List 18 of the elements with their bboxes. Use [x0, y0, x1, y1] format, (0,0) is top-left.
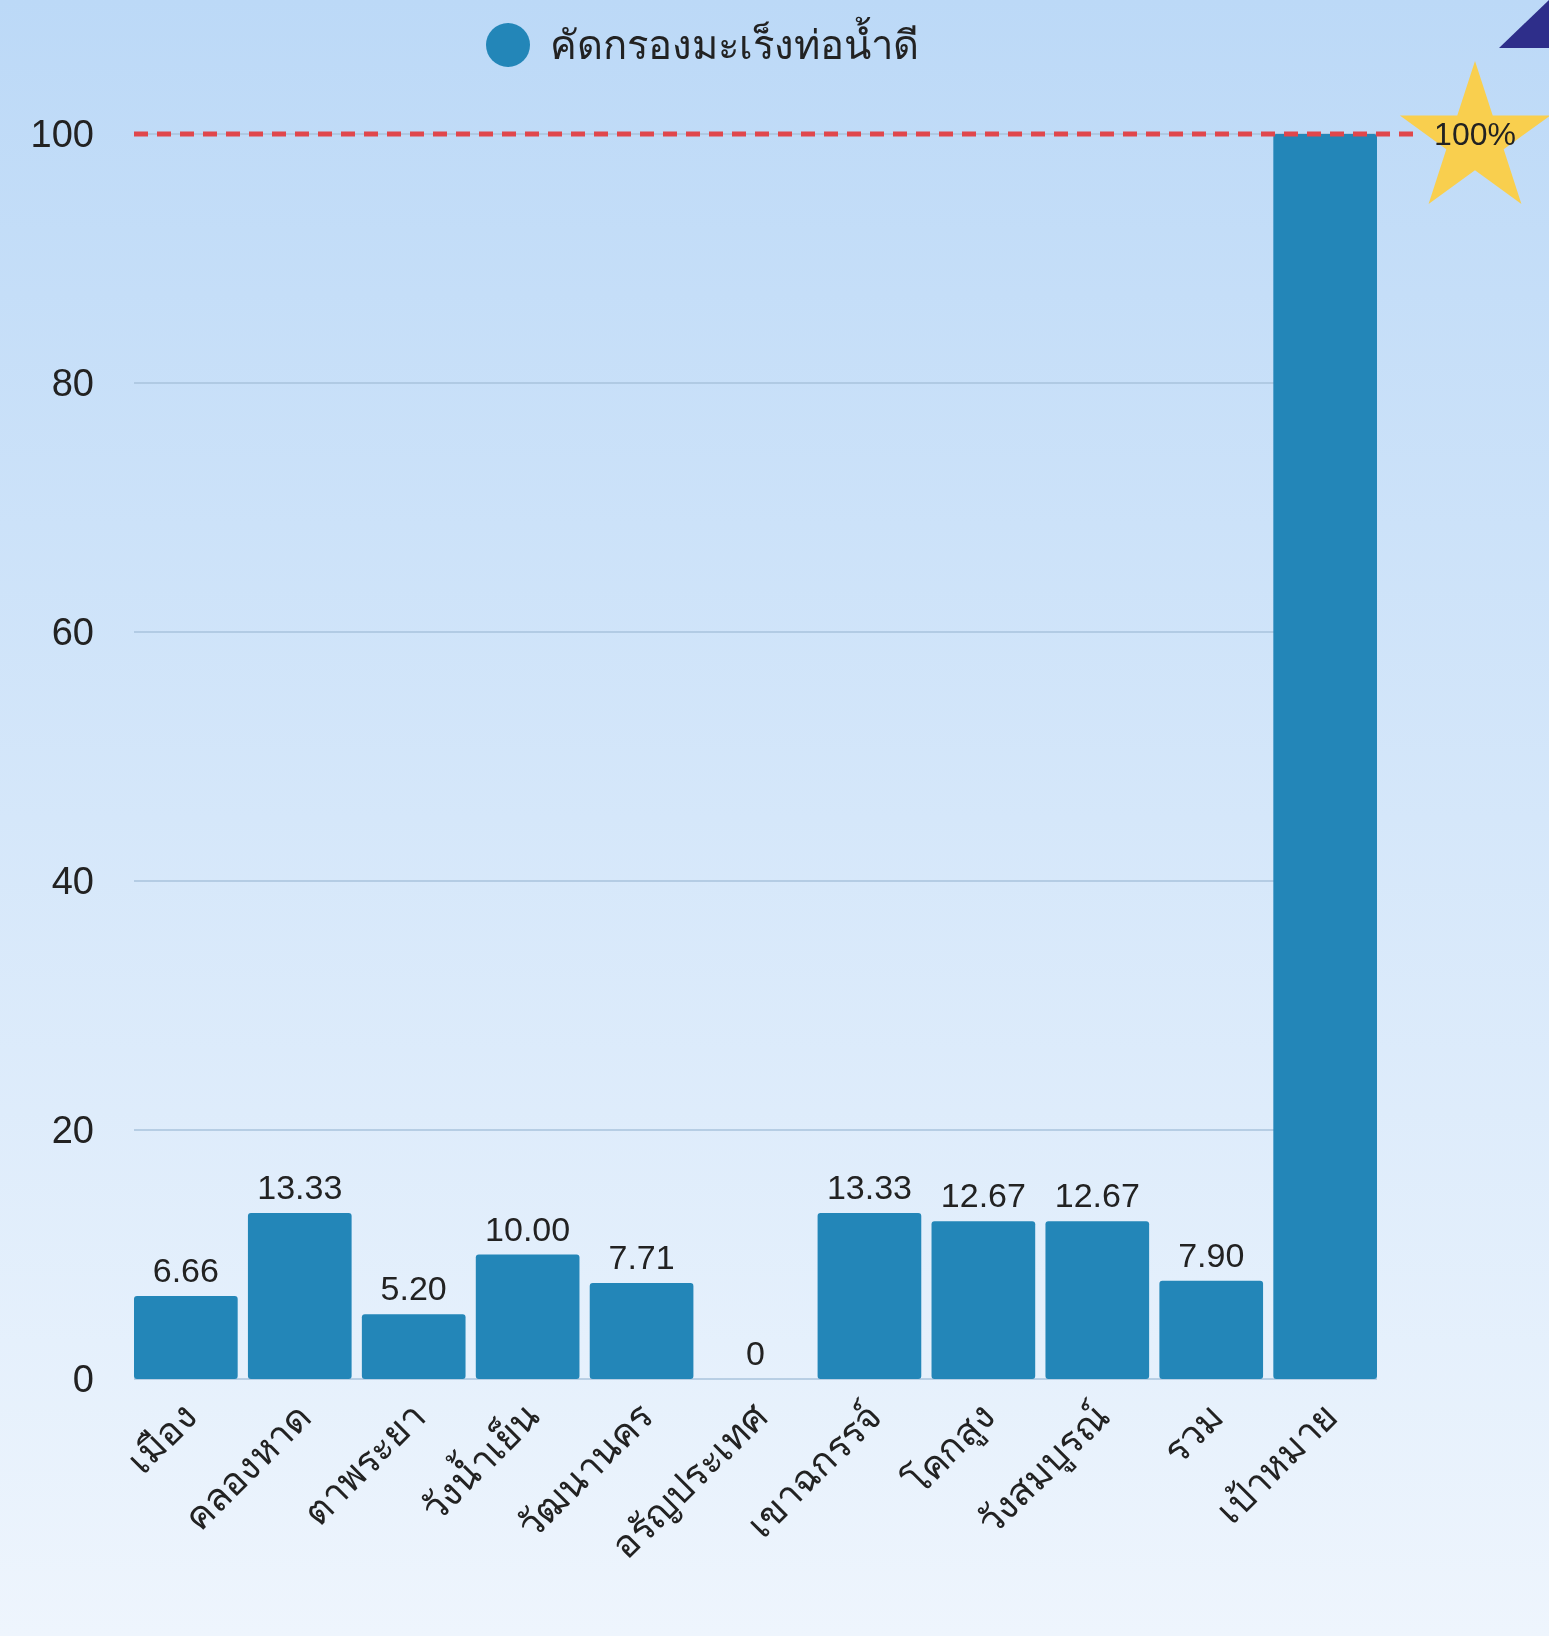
- legend-label: คัดกรองมะเร็งท่อน้ำดี: [550, 16, 919, 67]
- text: 0: [746, 1334, 765, 1372]
- text: 5.20: [380, 1269, 447, 1308]
- y-tick-label: 40: [51, 860, 94, 903]
- text: 12.67: [940, 1176, 1026, 1215]
- text: 10.00: [485, 1209, 571, 1248]
- y-tick-label: 100: [30, 113, 94, 156]
- text: 13.33: [826, 1168, 912, 1207]
- y-tick-label: 20: [51, 1109, 94, 1152]
- text: 13.33: [257, 1168, 343, 1207]
- ref-line-label: 100%: [1434, 116, 1516, 153]
- text: 6.66: [152, 1251, 219, 1290]
- text: 7.71: [608, 1238, 675, 1277]
- text: 7.90: [1178, 1235, 1245, 1274]
- y-tick-label: 80: [51, 362, 94, 405]
- y-tick-label: 60: [51, 611, 94, 654]
- text: 12.67: [1054, 1176, 1140, 1215]
- y-tick-label: 0: [72, 1358, 94, 1401]
